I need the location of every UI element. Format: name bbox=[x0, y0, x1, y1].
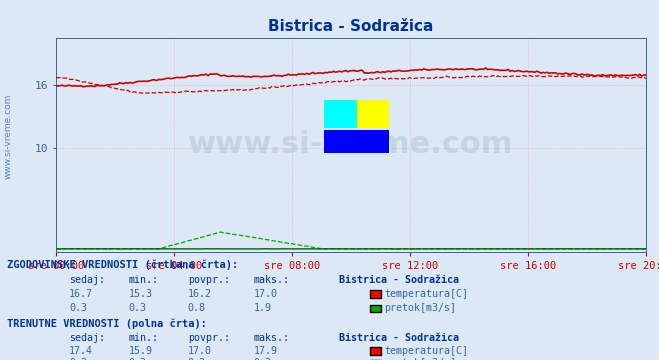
Text: 17.4: 17.4 bbox=[69, 346, 93, 356]
Text: povpr.:: povpr.: bbox=[188, 333, 230, 343]
Text: temperatura[C]: temperatura[C] bbox=[384, 346, 468, 356]
Text: maks.:: maks.: bbox=[254, 333, 290, 343]
Text: 1.9: 1.9 bbox=[254, 303, 272, 314]
Text: Bistrica - Sodražica: Bistrica - Sodražica bbox=[339, 333, 459, 343]
Text: 0.3: 0.3 bbox=[69, 303, 87, 314]
Bar bbox=[357, 100, 389, 128]
Text: min.:: min.: bbox=[129, 275, 159, 285]
Text: 0.3: 0.3 bbox=[129, 359, 146, 360]
Text: povpr.:: povpr.: bbox=[188, 275, 230, 285]
Text: 16.7: 16.7 bbox=[69, 289, 93, 299]
Text: 17.0: 17.0 bbox=[254, 289, 277, 299]
Text: 0.3: 0.3 bbox=[129, 303, 146, 314]
Title: Bistrica - Sodražica: Bistrica - Sodražica bbox=[268, 19, 434, 34]
Text: 0.3: 0.3 bbox=[69, 359, 87, 360]
Text: 17.9: 17.9 bbox=[254, 346, 277, 356]
Text: Bistrica - Sodražica: Bistrica - Sodražica bbox=[339, 275, 459, 285]
Text: maks.:: maks.: bbox=[254, 275, 290, 285]
Text: 0.8: 0.8 bbox=[188, 303, 206, 314]
Text: 15.9: 15.9 bbox=[129, 346, 152, 356]
Text: temperatura[C]: temperatura[C] bbox=[384, 289, 468, 299]
Bar bbox=[324, 100, 357, 128]
Text: pretok[m3/s]: pretok[m3/s] bbox=[384, 303, 456, 314]
Text: www.si-vreme.com: www.si-vreme.com bbox=[3, 94, 13, 180]
Text: 17.0: 17.0 bbox=[188, 346, 212, 356]
Text: ZGODOVINSKE VREDNOSTI (črtkana črta):: ZGODOVINSKE VREDNOSTI (črtkana črta): bbox=[7, 260, 238, 270]
Text: min.:: min.: bbox=[129, 333, 159, 343]
Text: 0.3: 0.3 bbox=[188, 359, 206, 360]
Text: sedaj:: sedaj: bbox=[69, 333, 105, 343]
Text: TRENUTNE VREDNOSTI (polna črta):: TRENUTNE VREDNOSTI (polna črta): bbox=[7, 318, 206, 329]
Text: 15.3: 15.3 bbox=[129, 289, 152, 299]
Text: sedaj:: sedaj: bbox=[69, 275, 105, 285]
Bar bbox=[324, 130, 389, 153]
Text: 0.3: 0.3 bbox=[254, 359, 272, 360]
Text: pretok[m3/s]: pretok[m3/s] bbox=[384, 359, 456, 360]
Text: www.si-vreme.com: www.si-vreme.com bbox=[188, 130, 513, 159]
Text: 16.2: 16.2 bbox=[188, 289, 212, 299]
